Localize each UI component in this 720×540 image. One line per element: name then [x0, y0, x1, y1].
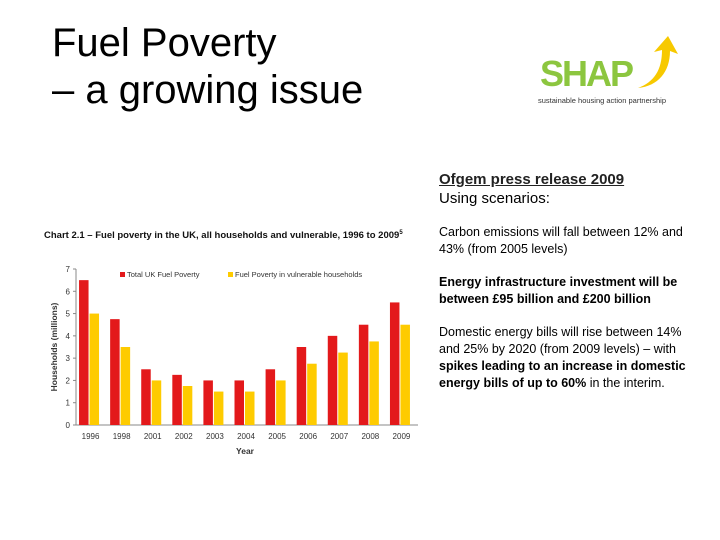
y-tick-label: 7	[66, 265, 71, 274]
x-tick-label: 2005	[268, 432, 286, 441]
bills-paragraph: Domestic energy bills will rise between …	[439, 324, 694, 392]
bar-total	[141, 369, 151, 425]
legend-label-vulnerable: Fuel Poverty in vulnerable households	[235, 270, 362, 279]
bar-vulnerable	[151, 380, 162, 425]
y-tick-label: 6	[66, 287, 71, 296]
x-tick-label: 2003	[206, 432, 224, 441]
bills-text-a: Domestic energy bills will rise between …	[439, 325, 682, 356]
chart-title: Chart 2.1 – Fuel poverty in the UK, all …	[44, 230, 403, 241]
x-tick-label: 2001	[144, 432, 162, 441]
bar-vulnerable	[245, 391, 255, 425]
bar-total	[79, 280, 89, 425]
y-tick-label: 2	[66, 376, 71, 385]
using-scenarios-label: Using scenarios:	[439, 190, 550, 207]
x-tick-label: 1996	[82, 432, 100, 441]
x-axis-label: Year	[236, 446, 255, 456]
fuel-poverty-chart: 0 1 2 3 4 5 6 7 Households (millions) Year 1996 199…	[49, 265, 418, 456]
bar-vulnerable	[307, 363, 317, 425]
logo-text: SHAP	[540, 53, 634, 94]
title-line-2: – a growing issue	[52, 68, 364, 112]
press-release-title: Ofgem press release 2009	[439, 171, 625, 188]
y-tick-label: 0	[66, 421, 71, 430]
bar-total	[265, 369, 276, 425]
y-tick-label: 1	[66, 399, 71, 408]
bar-vulnerable	[213, 391, 224, 425]
x-tick-label: 2007	[330, 432, 348, 441]
slide-title: Fuel Poverty – a growing issue	[52, 20, 363, 114]
bar-vulnerable	[120, 347, 131, 425]
bar-vulnerable	[89, 313, 100, 425]
carbon-paragraph: Carbon emissions will fall between 12% a…	[439, 225, 683, 256]
bar-total	[172, 374, 182, 425]
bar-total	[358, 324, 369, 425]
y-tick-label: 3	[66, 354, 71, 363]
y-axis-label: Households (millions)	[49, 302, 59, 391]
title-line-1: Fuel Poverty	[52, 21, 277, 65]
bar-vulnerable	[276, 380, 286, 425]
y-tick-label: 4	[66, 332, 71, 341]
bar-total	[203, 380, 213, 425]
x-tick-label: 2004	[237, 432, 255, 441]
bar-vulnerable	[182, 386, 193, 425]
legend-label-total: Total UK Fuel Poverty	[127, 270, 200, 279]
bar-vulnerable	[338, 352, 348, 425]
press-heading: Ofgem press release 2009 Using scenarios…	[439, 170, 694, 208]
legend-swatch-total	[120, 272, 125, 277]
y-tick-label: 5	[66, 310, 71, 319]
legend-swatch-vulnerable	[228, 272, 233, 277]
shap-logo: SHAP sustainable housing action partners…	[536, 34, 686, 110]
chart-title-text: Chart 2.1 – Fuel poverty in the UK, all …	[44, 230, 400, 242]
bar-vulnerable	[369, 341, 379, 425]
x-tick-label: 2002	[175, 432, 193, 441]
bills-text-c: in the interim.	[586, 376, 665, 390]
chart-title-footnote: 5	[399, 230, 403, 236]
x-tick-label: 2009	[393, 432, 411, 441]
scenario-text: Ofgem press release 2009 Using scenarios…	[439, 170, 694, 408]
bar-total	[389, 302, 400, 425]
logo-tagline: sustainable housing action partnership	[538, 96, 667, 105]
investment-paragraph: Energy infrastructure investment will be…	[439, 275, 678, 306]
x-tick-label: 2006	[299, 432, 317, 441]
bar-total	[234, 380, 244, 425]
x-tick-label: 2008	[361, 432, 379, 441]
bar-total	[110, 319, 120, 425]
bar-total	[296, 347, 307, 425]
logo-arrow-icon	[638, 36, 678, 88]
bar-vulnerable	[400, 324, 410, 425]
bar-total	[327, 335, 338, 425]
bills-text-bold: spikes leading to an increase in domesti…	[439, 359, 686, 390]
x-tick-label: 1998	[113, 432, 131, 441]
